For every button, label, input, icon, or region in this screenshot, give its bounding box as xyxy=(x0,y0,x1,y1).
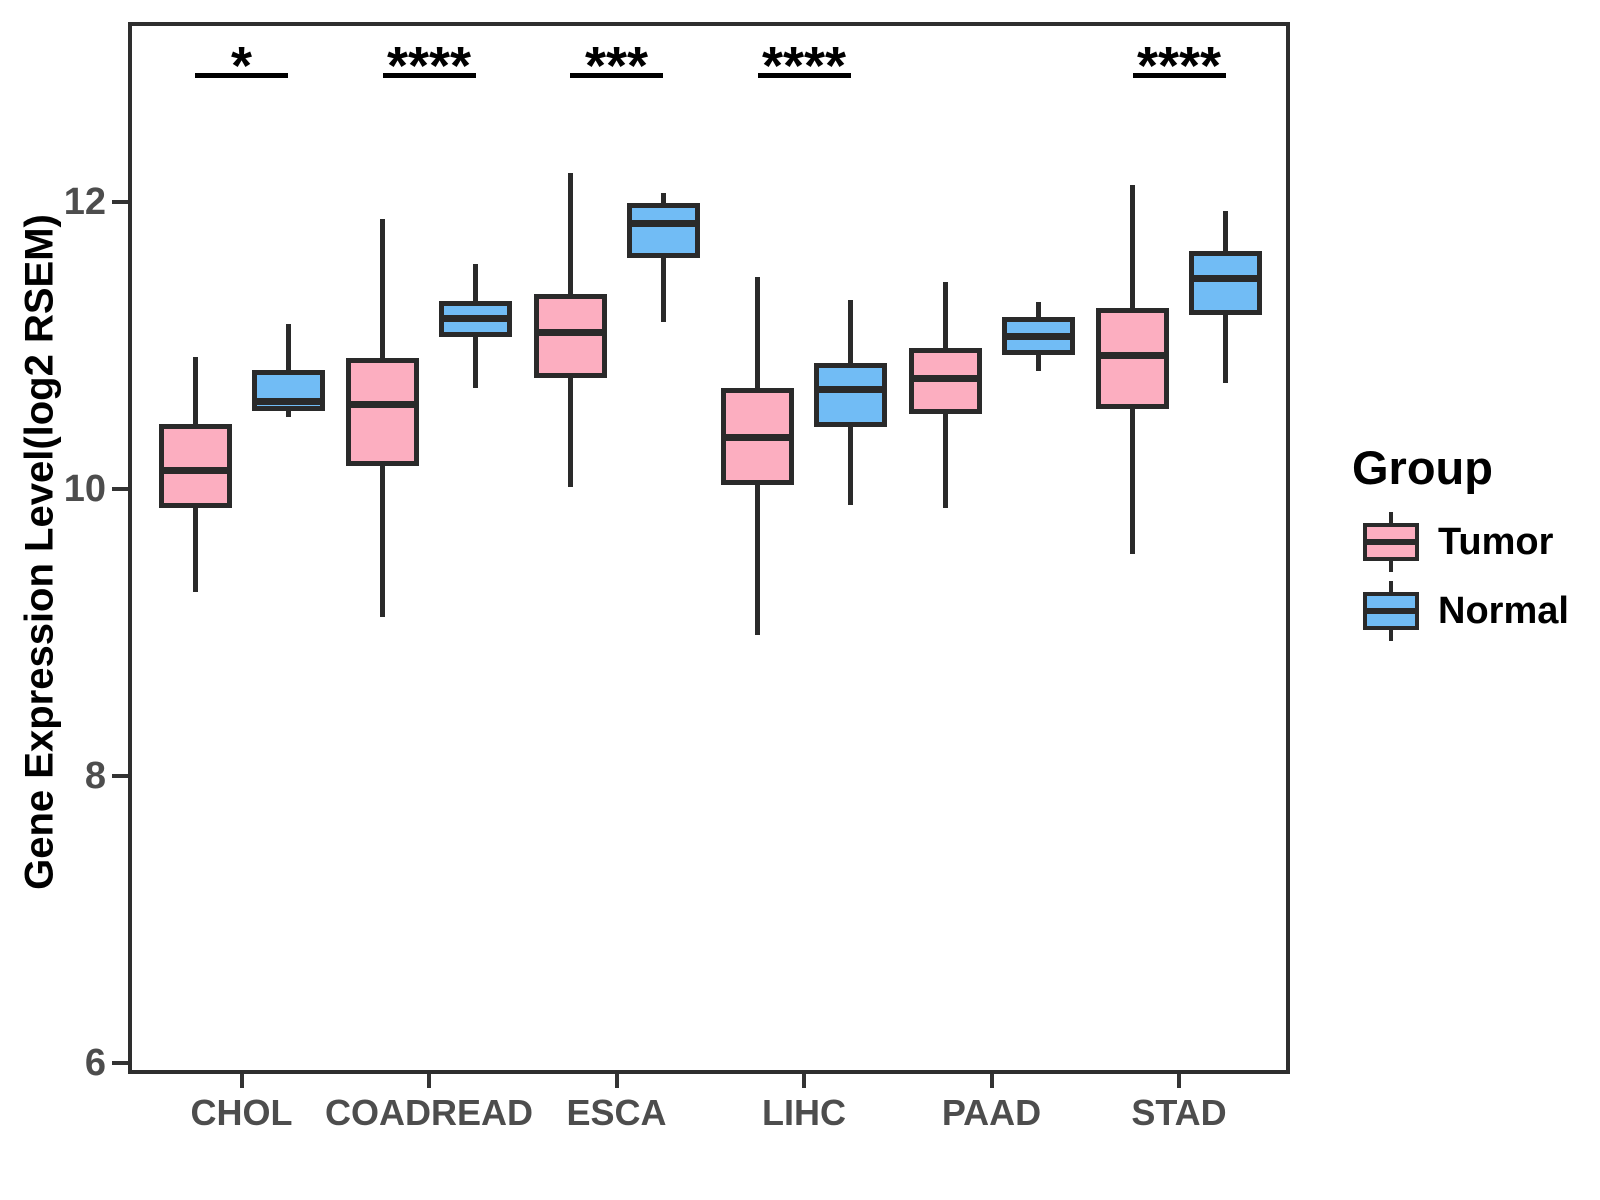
legend-entry-normal: Normal xyxy=(1320,581,1590,641)
median-tumor-stad xyxy=(1096,351,1169,359)
median-normal-lihc xyxy=(814,386,887,394)
plot-panel xyxy=(128,22,1290,1074)
box-normal-chol xyxy=(251,369,325,412)
x-tick-mark xyxy=(427,1074,431,1088)
median-normal-coadread xyxy=(439,314,512,322)
legend-boxplot-glyph xyxy=(1361,512,1421,572)
y-tick-label: 6 xyxy=(84,1041,106,1084)
legend-label: Normal xyxy=(1438,590,1569,632)
legend-title: Group xyxy=(1352,441,1493,494)
significance-stars-coadread: **** xyxy=(386,36,472,96)
median-tumor-esca xyxy=(533,329,607,337)
legend-entry-tumor: Tumor xyxy=(1320,512,1590,572)
median-tumor-paad xyxy=(908,374,982,382)
legend: Group Tumor Normal xyxy=(1320,430,1590,660)
y-tick-label: 10 xyxy=(63,467,106,510)
median-normal-esca xyxy=(626,219,700,227)
x-tick-label-chol: CHOL xyxy=(190,1092,293,1133)
x-tick-mark xyxy=(989,1074,994,1088)
x-tick-mark xyxy=(802,1074,806,1088)
significance-bar-esca xyxy=(570,73,663,78)
significance-stars-lihc: **** xyxy=(761,36,847,96)
y-tick-label: 12 xyxy=(63,180,106,223)
median-tumor-coadread xyxy=(346,400,419,408)
median-normal-chol xyxy=(251,397,325,405)
y-tick-label: 8 xyxy=(84,754,106,797)
legend-boxplot-glyph xyxy=(1361,581,1421,641)
significance-bar-chol xyxy=(195,73,288,78)
y-tick-mark xyxy=(112,773,128,778)
box-normal-lihc xyxy=(814,362,887,428)
significance-stars-esca: *** xyxy=(584,36,649,96)
box-normal-esca xyxy=(626,203,700,258)
median-normal-paad xyxy=(1001,333,1075,341)
significance-bar-stad xyxy=(1132,73,1226,78)
box-normal-stad xyxy=(1189,250,1262,316)
legend-glyph-median xyxy=(1363,608,1419,614)
x-tick-mark xyxy=(614,1074,619,1088)
x-tick-label-stad: STAD xyxy=(1131,1092,1227,1133)
significance-stars-stad: **** xyxy=(1136,36,1222,96)
x-tick-label-lihc: LIHC xyxy=(762,1092,846,1133)
x-tick-mark xyxy=(239,1074,244,1088)
significance-stars-chol: * xyxy=(230,36,252,96)
legend-glyph-median xyxy=(1363,539,1419,545)
y-tick-mark xyxy=(112,1060,128,1065)
x-tick-label-paad: PAAD xyxy=(941,1092,1042,1133)
whisker-normal-esca xyxy=(660,193,666,323)
legend-label: Tumor xyxy=(1438,521,1554,563)
median-normal-stad xyxy=(1189,274,1262,282)
x-tick-label-esca: ESCA xyxy=(566,1092,667,1133)
x-tick-mark xyxy=(1177,1074,1181,1088)
y-tick-mark xyxy=(112,199,128,204)
median-tumor-lihc xyxy=(721,433,794,441)
y-tick-mark xyxy=(112,486,128,491)
significance-bar-lihc xyxy=(757,73,851,78)
x-tick-label-coadread: COADREAD xyxy=(324,1092,533,1133)
box-tumor-esca xyxy=(533,293,607,379)
median-tumor-chol xyxy=(158,466,232,474)
box-tumor-chol xyxy=(158,424,232,508)
significance-bar-coadread xyxy=(382,73,476,78)
box-tumor-coadread xyxy=(346,358,419,466)
